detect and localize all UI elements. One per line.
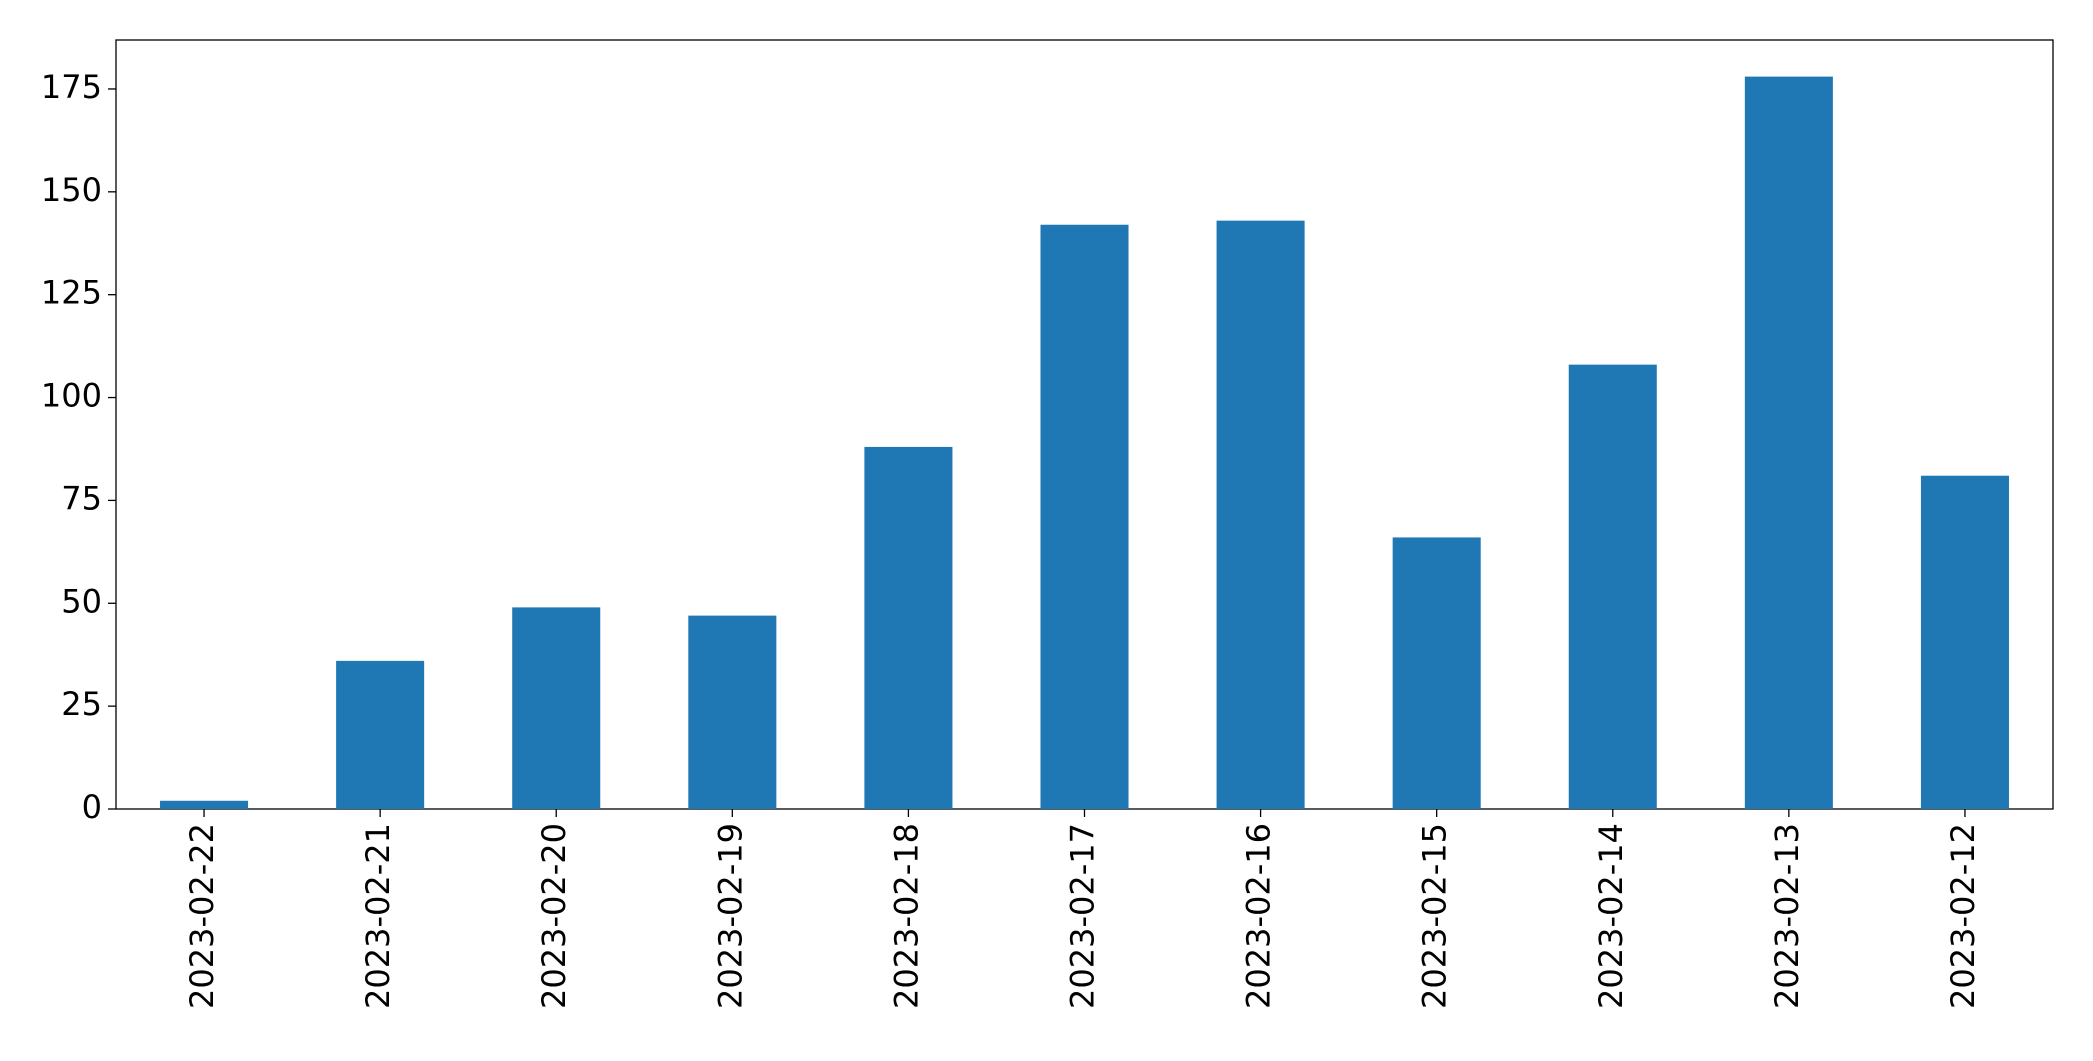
x-tick-label: 2023-02-15: [1416, 823, 1454, 1009]
x-tick-label: 2023-02-18: [887, 823, 925, 1009]
x-tick-label: 2023-02-12: [1944, 823, 1982, 1009]
x-tick-label: 2023-02-22: [183, 823, 221, 1009]
x-tick-label: 2023-02-20: [535, 823, 573, 1009]
bar: [688, 615, 777, 809]
y-tick-label: 150: [41, 171, 102, 209]
y-tick-label: 75: [61, 479, 102, 517]
y-tick-label: 125: [41, 274, 102, 312]
bar: [1040, 224, 1129, 810]
bar: [160, 800, 249, 809]
y-tick-label: 50: [61, 582, 102, 620]
x-tick-label: 2023-02-21: [359, 823, 397, 1009]
y-tick-label: 175: [41, 68, 102, 106]
bar: [1568, 364, 1657, 809]
y-tick-label: 100: [41, 377, 102, 415]
bar: [336, 660, 425, 809]
bar: [1392, 537, 1481, 809]
x-tick-label: 2023-02-16: [1240, 823, 1278, 1009]
x-tick-label: 2023-02-17: [1064, 823, 1102, 1009]
bar: [1744, 76, 1833, 810]
x-tick-label: 2023-02-19: [711, 823, 749, 1009]
bar: [512, 607, 601, 809]
bar: [1920, 475, 2009, 809]
x-tick-label: 2023-02-14: [1592, 823, 1630, 1009]
bar: [1216, 220, 1305, 810]
y-tick-label: 0: [82, 788, 102, 826]
y-tick-label: 25: [61, 685, 102, 723]
bar: [864, 446, 953, 809]
x-tick-label: 2023-02-13: [1768, 823, 1806, 1009]
